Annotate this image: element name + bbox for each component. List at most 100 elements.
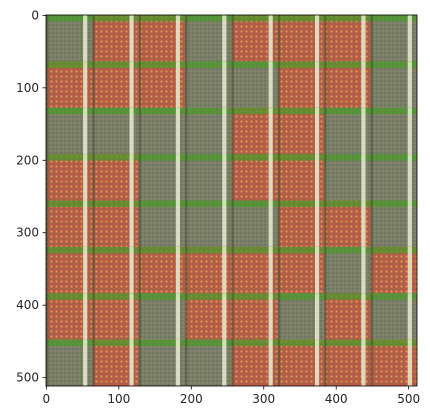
tile-stripe: [361, 339, 366, 386]
y-tick-label: 200: [16, 153, 39, 167]
tile-top-band: [185, 107, 232, 115]
tile-stripe: [268, 154, 273, 201]
tile-edge: [92, 15, 95, 62]
image-tile: [370, 293, 417, 340]
image-tile: [324, 15, 371, 62]
tile-top-band: [185, 246, 232, 254]
tile-top-band: [231, 246, 278, 254]
image-tile: [92, 246, 139, 294]
tile-top-band: [46, 246, 93, 254]
tile-top-band: [92, 200, 139, 207]
image-tile: [92, 61, 139, 108]
tile-top-band: [370, 200, 417, 207]
tile-edge: [231, 339, 234, 386]
image-tile: [138, 61, 186, 108]
tile-edge: [324, 246, 327, 294]
tile-top-band: [231, 154, 278, 161]
tile-top-band: [46, 61, 93, 68]
tile-top-band: [185, 200, 232, 207]
tile-top-band: [138, 107, 186, 115]
tile-top-band: [92, 15, 139, 22]
image-tile: [46, 339, 93, 386]
axes-frame: [45, 14, 418, 387]
tile-edge: [324, 200, 327, 247]
tile-stripe: [129, 293, 134, 340]
y-tick-label: 300: [16, 226, 39, 240]
image-tile: [231, 15, 278, 62]
tile-stripe: [175, 107, 181, 155]
tile-stripe: [83, 107, 88, 155]
image-tile: [185, 200, 232, 247]
tile-edge: [324, 107, 327, 155]
tile-stripe: [83, 293, 88, 340]
image-tile: [370, 15, 417, 62]
tile-top-band: [231, 293, 278, 300]
tile-stripe: [361, 200, 366, 247]
tile-edge: [92, 107, 95, 155]
tile-top-band: [138, 15, 186, 22]
tile-stripe: [222, 15, 227, 62]
tile-stripe: [407, 61, 412, 108]
tile-edge: [277, 339, 281, 386]
x-tick-label: 300: [252, 392, 275, 406]
tile-stripe: [222, 293, 227, 340]
tile-top-band: [277, 61, 325, 68]
tile-top-band: [92, 339, 139, 347]
image-tile: [92, 154, 139, 201]
image-tile: [231, 246, 278, 294]
tile-edge: [138, 246, 142, 294]
image-tile: [92, 339, 139, 386]
tile-stripe: [361, 61, 366, 108]
tile-top-band: [138, 293, 186, 300]
tile-stripe: [83, 200, 88, 247]
tile-stripe: [129, 339, 134, 386]
image-tile: [185, 339, 232, 386]
tile-stripe: [407, 15, 412, 62]
tile-top-band: [46, 293, 93, 300]
tile-edge: [46, 246, 49, 294]
tile-edge: [185, 15, 188, 62]
tile-top-band: [46, 107, 93, 115]
tile-stripe: [175, 61, 181, 108]
image-tile: [231, 154, 278, 201]
tile-top-band: [46, 339, 93, 347]
tile-stripe: [361, 107, 366, 155]
tile-top-band: [324, 200, 371, 207]
tile-top-band: [277, 200, 325, 207]
tile-edge: [324, 61, 327, 108]
image-tile: [46, 154, 93, 201]
tile-edge: [185, 246, 188, 294]
tile-edge: [138, 61, 142, 108]
image-tile: [277, 293, 325, 340]
image-tile: [46, 293, 93, 340]
tile-edge: [138, 200, 142, 247]
tile-edge: [185, 154, 188, 201]
image-tile: [324, 200, 371, 247]
tile-stripe: [314, 200, 320, 247]
tile-edge: [370, 154, 373, 201]
y-tick-label: 100: [16, 81, 39, 95]
tile-edge: [185, 107, 188, 155]
tile-stripe: [175, 339, 181, 386]
tile-top-band: [138, 339, 186, 347]
tile-edge: [46, 61, 49, 108]
tile-stripe: [83, 154, 88, 201]
tile-stripe: [407, 107, 412, 155]
image-tile: [370, 200, 417, 247]
tile-top-band: [185, 61, 232, 68]
tile-edge: [231, 200, 234, 247]
tile-top-band: [324, 154, 371, 161]
tile-edge: [46, 293, 49, 340]
tile-stripe: [175, 293, 181, 340]
tile-edge: [277, 15, 281, 62]
tile-stripe: [129, 200, 134, 247]
tile-stripe: [222, 200, 227, 247]
image-tile: [138, 154, 186, 201]
tile-stripe: [268, 246, 273, 294]
image-tile: [370, 246, 417, 294]
image-tile: [185, 246, 232, 294]
image-tile: [138, 15, 186, 62]
tile-top-band: [138, 246, 186, 254]
image-tile: [231, 200, 278, 247]
